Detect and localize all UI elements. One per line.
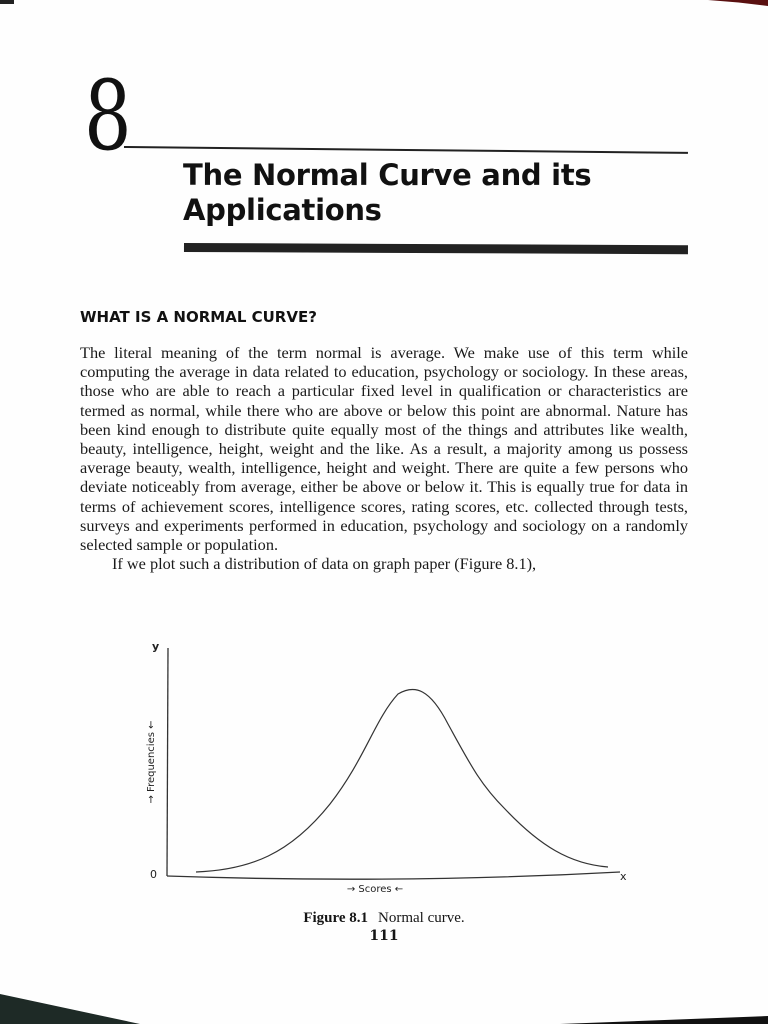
y-axis-label: → Frequencies ←: [146, 721, 157, 804]
y-axis: [166, 647, 169, 877]
chapter-rule-thick: [183, 243, 688, 255]
bell-curve: [195, 688, 609, 873]
x-axis-letter: x: [620, 870, 627, 883]
section-heading: WHAT IS A NORMAL CURVE?: [80, 308, 317, 326]
scan-edge: [0, 0, 14, 4]
chapter-title: The Normal Curve and its Applications: [183, 158, 703, 228]
page-number: 111: [369, 928, 399, 944]
chapter-number: 8: [84, 60, 132, 172]
figure-caption-text: Normal curve.: [378, 910, 465, 926]
paragraph: The literal meaning of the term normal i…: [80, 343, 688, 555]
scan-bottom-edge: [0, 994, 768, 1024]
y-axis-letter: y: [152, 640, 159, 653]
figure-caption: Figure 8.1 Normal curve.: [0, 910, 768, 927]
body-text: The literal meaning of the term normal i…: [80, 343, 688, 573]
normal-curve-figure: y 0 x → Frequencies ← → Scores ←: [130, 634, 650, 895]
origin-label: 0: [150, 868, 157, 881]
chapter-title-line1: The Normal Curve and its: [183, 158, 592, 192]
paragraph: If we plot such a distribution of data o…: [112, 554, 537, 574]
normal-curve-chart: y 0 x → Frequencies ← → Scores ←: [146, 640, 627, 895]
chapter-rule-thin: [123, 146, 688, 154]
x-axis-label: → Scores ←: [347, 884, 403, 894]
x-axis: [166, 871, 621, 880]
chapter-title-line2: Applications: [183, 193, 382, 227]
figure-number: Figure 8.1: [303, 910, 369, 926]
scan-edge-corner: [708, 0, 768, 6]
